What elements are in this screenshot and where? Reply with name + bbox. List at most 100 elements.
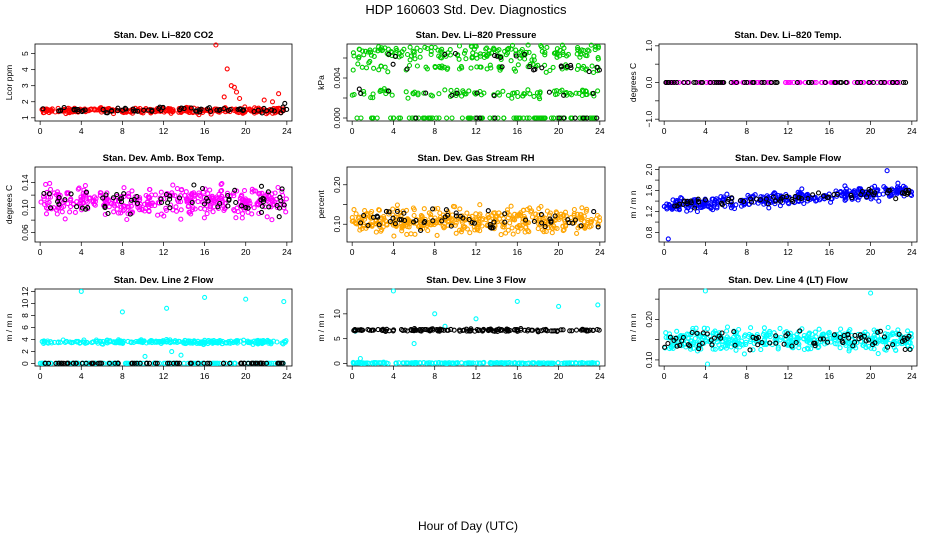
panel-7-point (176, 338, 182, 344)
panel-2-point (414, 63, 420, 69)
panel-6-series-primary (661, 168, 915, 242)
panel-7-point (205, 360, 211, 366)
panel-9-point (708, 337, 714, 343)
panel-5-xtick-label: 20 (554, 247, 564, 257)
panel-5-point (510, 231, 516, 237)
panel-4-point (131, 197, 137, 203)
panel-9-point (863, 344, 869, 350)
panel-4-point (41, 196, 47, 202)
panel-1-ytick-label: 3 (20, 83, 30, 88)
panel-6-point (884, 190, 890, 196)
panel-2-point (510, 90, 516, 96)
panel-2-point (556, 115, 562, 121)
panel-4-point (128, 197, 135, 203)
panel-1-point (282, 100, 288, 106)
panel-9-point (797, 328, 803, 334)
panel-8-xtick-label: 20 (554, 371, 564, 381)
panel-5-point (542, 215, 548, 221)
panel-8-point (528, 327, 534, 333)
panel-2-point (500, 88, 506, 94)
panel-7-point (89, 360, 95, 366)
panel-7-point (165, 360, 171, 366)
panel-9-point (907, 346, 913, 353)
panel-5-point (551, 223, 557, 229)
panel-3-xtick-label: 8 (744, 126, 749, 136)
panel-8-point (594, 360, 600, 366)
panel-3-point (797, 79, 803, 86)
panel-7-point (73, 360, 79, 366)
panel-1-point (234, 109, 240, 115)
panel-4-point (114, 192, 120, 198)
panel-2-title: Stan. Dev. Li–820 Pressure (416, 30, 537, 41)
panel-3-point (744, 79, 750, 86)
panel-8-ytick-label: 5 (332, 336, 342, 341)
panel-9-point (679, 338, 685, 344)
panel-6-point (684, 198, 690, 204)
panel-5-point (508, 203, 514, 209)
panel-6-point (758, 194, 764, 200)
panel-4-point (40, 194, 47, 200)
panel-4-point (269, 191, 275, 197)
panel-1-ytick-label: 5 (20, 51, 30, 56)
panel-3-point (691, 79, 697, 86)
panel-1-point (271, 108, 277, 114)
panel-6-point (748, 196, 754, 202)
panel-2-point (355, 61, 361, 67)
panel-9-point (806, 330, 813, 336)
panel-2-point (537, 115, 543, 121)
panel-6-ytick-label: 0.8 (644, 226, 654, 238)
panel-4-point (178, 216, 184, 222)
panel-5-point (521, 207, 527, 213)
panel-4-point (129, 188, 135, 194)
panel-4-point (126, 193, 132, 199)
panel-9-point (894, 341, 900, 347)
panel-7-point (154, 360, 160, 366)
panel-5-point (469, 219, 475, 226)
panel-8-point (393, 360, 399, 366)
panel-2-point (417, 48, 423, 54)
panel-9-point (837, 334, 843, 341)
panel-9-point (868, 290, 874, 296)
panel-7-point (207, 360, 213, 366)
panel-5-point (538, 203, 544, 210)
panel-7-xtick-label: 16 (200, 371, 210, 381)
panel-4-point (271, 201, 277, 208)
panel-8-point (481, 326, 487, 332)
panel-5-point (413, 217, 419, 224)
panel-9-point (817, 336, 824, 342)
panel-9-point (733, 347, 739, 353)
panel-2-point (542, 62, 548, 68)
panel-5-point (570, 220, 576, 226)
panel-1-point (233, 89, 240, 95)
panel-5-point (432, 206, 438, 212)
panel-2-point (550, 64, 556, 70)
panel-9-ylabel: m / m n (628, 313, 638, 342)
panel-2-point (404, 51, 411, 58)
panel-9-point (713, 331, 719, 337)
panel-9-point (902, 337, 908, 343)
panel-5-point (469, 213, 475, 219)
panel-4-point (172, 193, 178, 199)
panel-7-point (124, 360, 130, 366)
panel-5-point (505, 227, 511, 233)
panel-1-ytick-label: 1 (20, 115, 30, 120)
panel-5-point (549, 230, 555, 236)
panel-7-point (159, 338, 165, 344)
panel-6-point (773, 198, 779, 204)
panel-2-point (421, 90, 427, 96)
panel-5-ylabel: percent (316, 190, 326, 219)
panel-5-point (434, 232, 440, 238)
panel-4-point (68, 204, 74, 210)
panel-4-point (191, 182, 197, 188)
panel-5-point (439, 218, 445, 224)
panel-7-point (267, 360, 273, 366)
panel-2-point (579, 87, 586, 93)
panel-3-point (870, 79, 876, 86)
panel-5-point (528, 209, 534, 215)
panel-2-point (436, 115, 442, 121)
panel-3-point (887, 79, 893, 86)
panel-9-point (883, 338, 889, 344)
panel-6-point (755, 200, 761, 206)
panel-9-point (902, 346, 908, 353)
panel-7-point (41, 339, 47, 345)
